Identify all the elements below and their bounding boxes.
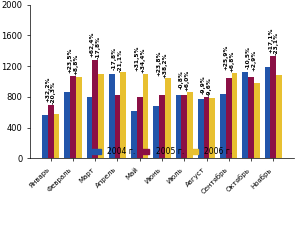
Bar bbox=[120, 72, 126, 158]
Bar bbox=[76, 77, 82, 158]
Text: +6,8%: +6,8% bbox=[229, 51, 234, 72]
Bar bbox=[209, 99, 215, 158]
Bar bbox=[226, 79, 232, 158]
Bar bbox=[232, 73, 238, 158]
Bar bbox=[42, 115, 48, 158]
Text: -10,5%: -10,5% bbox=[246, 46, 251, 69]
Text: -0,8%: -0,8% bbox=[179, 70, 184, 89]
Text: +38,2%: +38,2% bbox=[162, 52, 167, 78]
Bar bbox=[248, 77, 254, 158]
Text: +17,1%: +17,1% bbox=[268, 28, 273, 54]
Text: +23,8%: +23,8% bbox=[157, 50, 162, 76]
Bar bbox=[92, 60, 98, 158]
Bar bbox=[54, 114, 59, 158]
Text: -17,8%: -17,8% bbox=[112, 47, 117, 70]
Bar bbox=[98, 74, 104, 158]
Bar bbox=[137, 97, 142, 158]
Bar bbox=[142, 74, 148, 158]
Text: -20,3%: -20,3% bbox=[51, 81, 56, 104]
Bar bbox=[70, 76, 76, 158]
Text: +2,9%: +2,9% bbox=[251, 50, 256, 71]
Bar bbox=[109, 74, 115, 158]
Bar bbox=[153, 106, 159, 158]
Text: +23,5%: +23,5% bbox=[68, 48, 73, 73]
Text: +8,8%: +8,8% bbox=[73, 54, 78, 75]
Bar bbox=[131, 111, 137, 158]
Bar bbox=[242, 72, 248, 158]
Text: -21,1%: -21,1% bbox=[118, 48, 123, 72]
Bar bbox=[176, 95, 182, 158]
Bar bbox=[64, 92, 70, 158]
Text: +6,0%: +6,0% bbox=[185, 69, 190, 91]
Bar bbox=[254, 83, 260, 158]
Legend: 2004 г., 2005 г., 2006 г.: 2004 г., 2005 г., 2006 г. bbox=[91, 146, 233, 158]
Text: +25,9%: +25,9% bbox=[224, 45, 228, 70]
Bar bbox=[159, 95, 165, 158]
Bar bbox=[220, 94, 226, 158]
Text: +34,4%: +34,4% bbox=[140, 48, 145, 73]
Text: -9,9%: -9,9% bbox=[201, 75, 206, 94]
Text: +62,4%: +62,4% bbox=[90, 32, 95, 57]
Bar bbox=[198, 99, 204, 158]
Bar bbox=[276, 75, 282, 158]
Text: +31,5%: +31,5% bbox=[134, 46, 139, 71]
Text: +32,2%: +32,2% bbox=[45, 76, 50, 102]
Bar bbox=[86, 97, 92, 158]
Bar bbox=[115, 95, 120, 158]
Text: -23,1%: -23,1% bbox=[274, 32, 279, 55]
Bar bbox=[48, 105, 54, 158]
Bar bbox=[204, 97, 209, 158]
Bar bbox=[265, 67, 270, 158]
Bar bbox=[187, 92, 193, 158]
Text: -17,8%: -17,8% bbox=[96, 36, 100, 59]
Bar bbox=[270, 56, 276, 158]
Text: -9,6%: -9,6% bbox=[207, 77, 212, 96]
Bar bbox=[165, 79, 171, 158]
Bar bbox=[182, 95, 187, 158]
